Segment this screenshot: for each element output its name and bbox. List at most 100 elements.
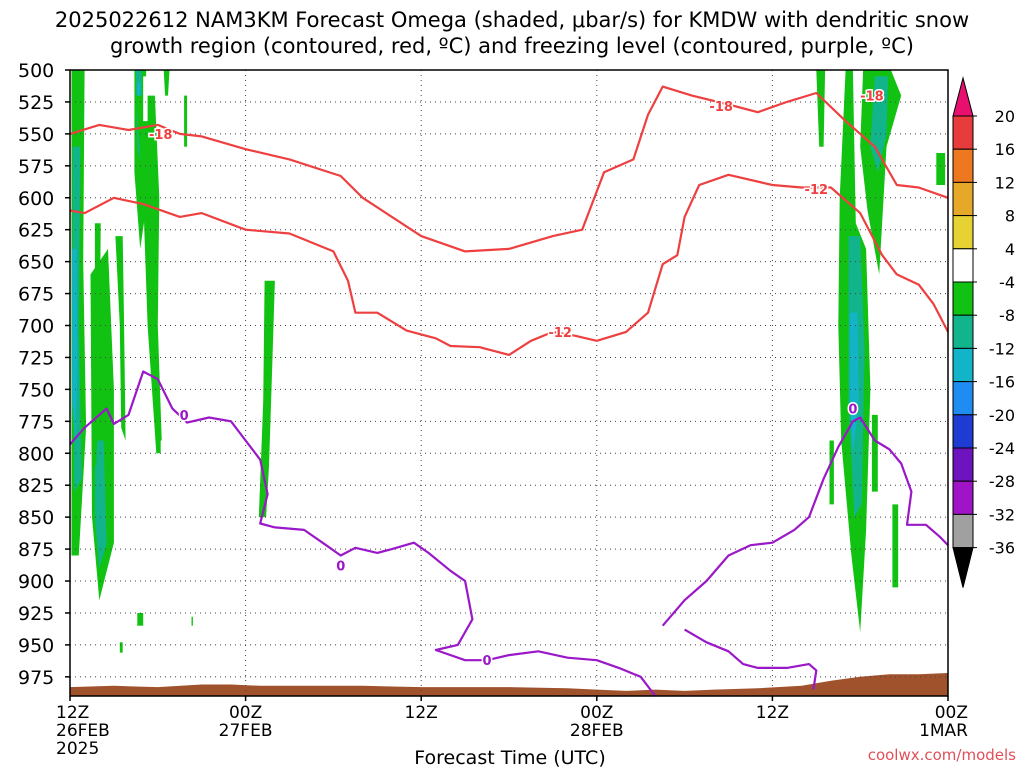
- colorbar-segment: [952, 181, 974, 217]
- omega-shade-16: [119, 642, 123, 653]
- colorbar-label: -32: [989, 505, 1015, 524]
- colorbar-segment: [952, 115, 974, 150]
- contour-label-0: 0: [336, 560, 345, 575]
- x-tick-label: 12Z: [405, 703, 438, 723]
- x-tick-label: 28FEB: [570, 721, 624, 741]
- omega-shade-14: [92, 427, 98, 466]
- x-tick-label: 00Z: [229, 703, 262, 723]
- colorbar-segment: [952, 513, 974, 549]
- contour-label--18: -18: [860, 90, 884, 105]
- contour-label-0: 0: [483, 654, 492, 669]
- omega-shade-13: [258, 280, 275, 518]
- omega-shade-27: [936, 153, 946, 185]
- contour-0-b: [661, 416, 949, 627]
- omega-shade-36: [615, 581, 624, 626]
- y-tick-label: 850: [18, 507, 54, 529]
- x-tick-label: 12Z: [756, 703, 789, 723]
- x-tick-label: 12Z: [56, 703, 89, 723]
- colorbar-top-arrow: [952, 76, 974, 117]
- y-tick-label: 500: [18, 60, 54, 82]
- omega-shade-23: [816, 70, 826, 147]
- colorbar: 20 16 12 8 4 -4 -8 -12 -16 -20 -24 -28 -32 -36: [952, 76, 1015, 588]
- grid-layer: [69, 69, 949, 696]
- omega-shade-11: [163, 70, 170, 96]
- y-tick-label: 575: [18, 156, 54, 178]
- colorbar-label: -24: [989, 439, 1015, 458]
- contour-label-0: 0: [848, 403, 857, 418]
- colorbar-segment: [952, 347, 974, 383]
- y-tick-label: 700: [18, 316, 54, 338]
- omega-shade-25: [871, 414, 878, 492]
- y-tick-label: 650: [18, 252, 54, 274]
- contour-label--12: -12: [548, 326, 572, 341]
- x-tick-label: 00Z: [935, 703, 968, 723]
- omega-shade-24: [829, 440, 834, 505]
- x-tick-label: 2025: [56, 739, 99, 759]
- omega-shade-6: [115, 236, 126, 441]
- y-tick-label: 950: [18, 635, 54, 657]
- chart-title-line2: growth region (contoured, red, ºC) and f…: [110, 34, 914, 58]
- y-tick-label: 875: [18, 539, 54, 561]
- omega-shade-10: [135, 95, 163, 454]
- omega-shade-37: [934, 504, 947, 581]
- contour--18: [69, 85, 949, 253]
- colorbar-label: 16: [995, 140, 1015, 159]
- terrain-layer: [70, 673, 948, 696]
- omega-shade-34: [721, 197, 727, 256]
- contour-layer: -18 -18 -18 -12 -12 0 0 0 0: [69, 85, 949, 697]
- omega-shade-28: [97, 70, 107, 173]
- x-axis-label: Forecast Time (UTC): [414, 747, 605, 768]
- contour-label--18: -18: [149, 128, 173, 143]
- omega-shading-layer: [71, 70, 947, 653]
- colorbar-label: 20: [995, 107, 1015, 126]
- y-tick-label: 725: [18, 347, 54, 369]
- colorbar-label: -16: [989, 373, 1015, 392]
- y-tick-label: 750: [18, 379, 54, 401]
- colorbar-segment: [952, 480, 974, 515]
- colorbar-segment: [952, 447, 974, 482]
- colorbar-label: 8: [1005, 207, 1015, 226]
- colorbar-label: -8: [999, 306, 1015, 325]
- y-tick-label: 525: [18, 92, 54, 114]
- omega-shade-12: [184, 95, 188, 147]
- y-tick-label: 675: [18, 284, 54, 306]
- omega-shade-31: [160, 440, 164, 466]
- omega-shade-4: [94, 440, 107, 569]
- contour-0: [69, 370, 657, 697]
- colorbar-segment: [952, 215, 974, 250]
- y-tick-label: 800: [18, 443, 54, 465]
- terrain-surface: [70, 673, 948, 696]
- omega-shade-15: [137, 613, 144, 626]
- colorbar-segment: [952, 381, 974, 416]
- contour-0b: [684, 628, 818, 690]
- x-tick-label: 27FEB: [219, 721, 273, 741]
- axis-layer: 500 525 550 575 600 625 650 675 700 725 750 775 800 8…: [18, 60, 968, 759]
- colorbar-label: 12: [995, 173, 1015, 192]
- colorbar-segment: [952, 281, 974, 316]
- omega-shade-35: [751, 274, 757, 313]
- y-tick-label: 600: [18, 188, 54, 210]
- colorbar-label: 4: [1005, 240, 1015, 259]
- omega-shade-26: [892, 504, 899, 588]
- omega-shade-32: [334, 466, 338, 505]
- colorbar-label: -12: [989, 339, 1015, 358]
- contour-label--18: -18: [709, 100, 733, 115]
- omega-shade-21: [860, 70, 902, 275]
- watermark: coolwx.com/models: [868, 746, 1016, 764]
- colorbar-segment: [952, 148, 974, 183]
- omega-shade-33: [680, 70, 723, 352]
- y-tick-label: 975: [18, 667, 54, 689]
- plot-frame: [69, 69, 949, 697]
- y-tick-label: 900: [18, 571, 54, 593]
- colorbar-label: -4: [999, 273, 1015, 292]
- omega-shade-2: [72, 248, 78, 441]
- y-tick-label: 550: [18, 124, 54, 146]
- colorbar-segment: [952, 414, 974, 449]
- colorbar-bottom-arrow: [952, 547, 974, 588]
- colorbar-segment: [952, 314, 974, 349]
- omega-shade-30: [143, 76, 148, 122]
- chart-title-line1: 2025022612 NAM3KM Forecast Omega (shaded…: [55, 8, 969, 32]
- x-tick-label: 1MAR: [919, 721, 968, 741]
